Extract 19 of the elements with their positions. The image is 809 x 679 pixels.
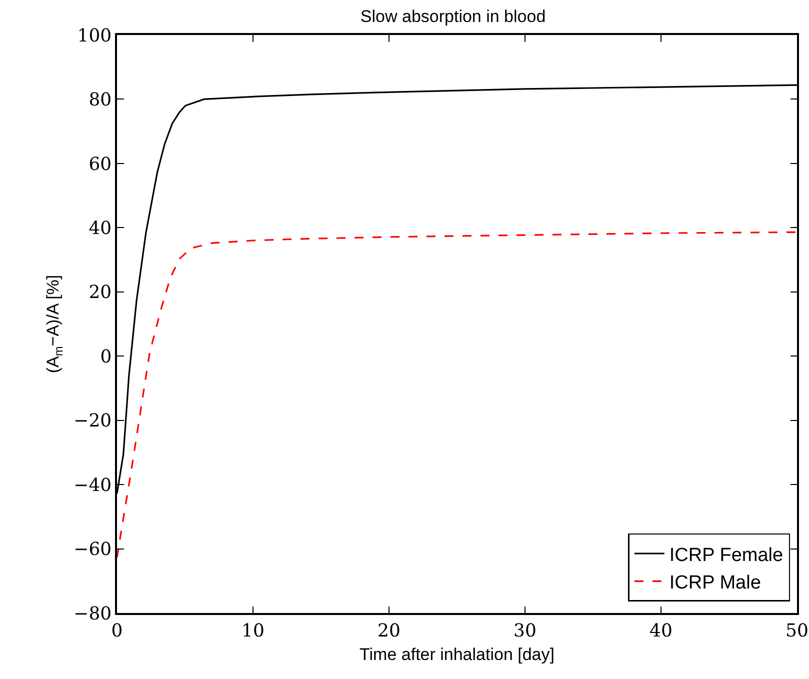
x-tick-label: 40 bbox=[650, 620, 672, 642]
y-tick-label: 100 bbox=[77, 25, 112, 46]
y-tick-label: 60 bbox=[88, 154, 112, 175]
x-tick-label: 20 bbox=[378, 620, 400, 642]
x-axis-title: Time after inhalation [day] bbox=[360, 645, 554, 664]
y-tick-label: −60 bbox=[74, 539, 112, 560]
y-tick-label: 40 bbox=[88, 218, 112, 239]
legend-label: ICRP Female bbox=[669, 544, 784, 566]
y-tick-label: −20 bbox=[74, 410, 112, 432]
legend-label: ICRP Male bbox=[669, 572, 761, 594]
y-tick-label: −80 bbox=[74, 603, 112, 624]
x-tick-label: 50 bbox=[786, 620, 808, 642]
x-tick-label: 10 bbox=[242, 620, 264, 642]
x-tick-label: 30 bbox=[514, 620, 536, 642]
y-tick-label: −40 bbox=[74, 474, 112, 496]
y-tick-label: 0 bbox=[100, 346, 112, 368]
chart-title: Slow absorption in blood bbox=[360, 7, 546, 26]
y-tick-label: 20 bbox=[88, 282, 112, 304]
y-tick-label: 80 bbox=[88, 90, 112, 111]
